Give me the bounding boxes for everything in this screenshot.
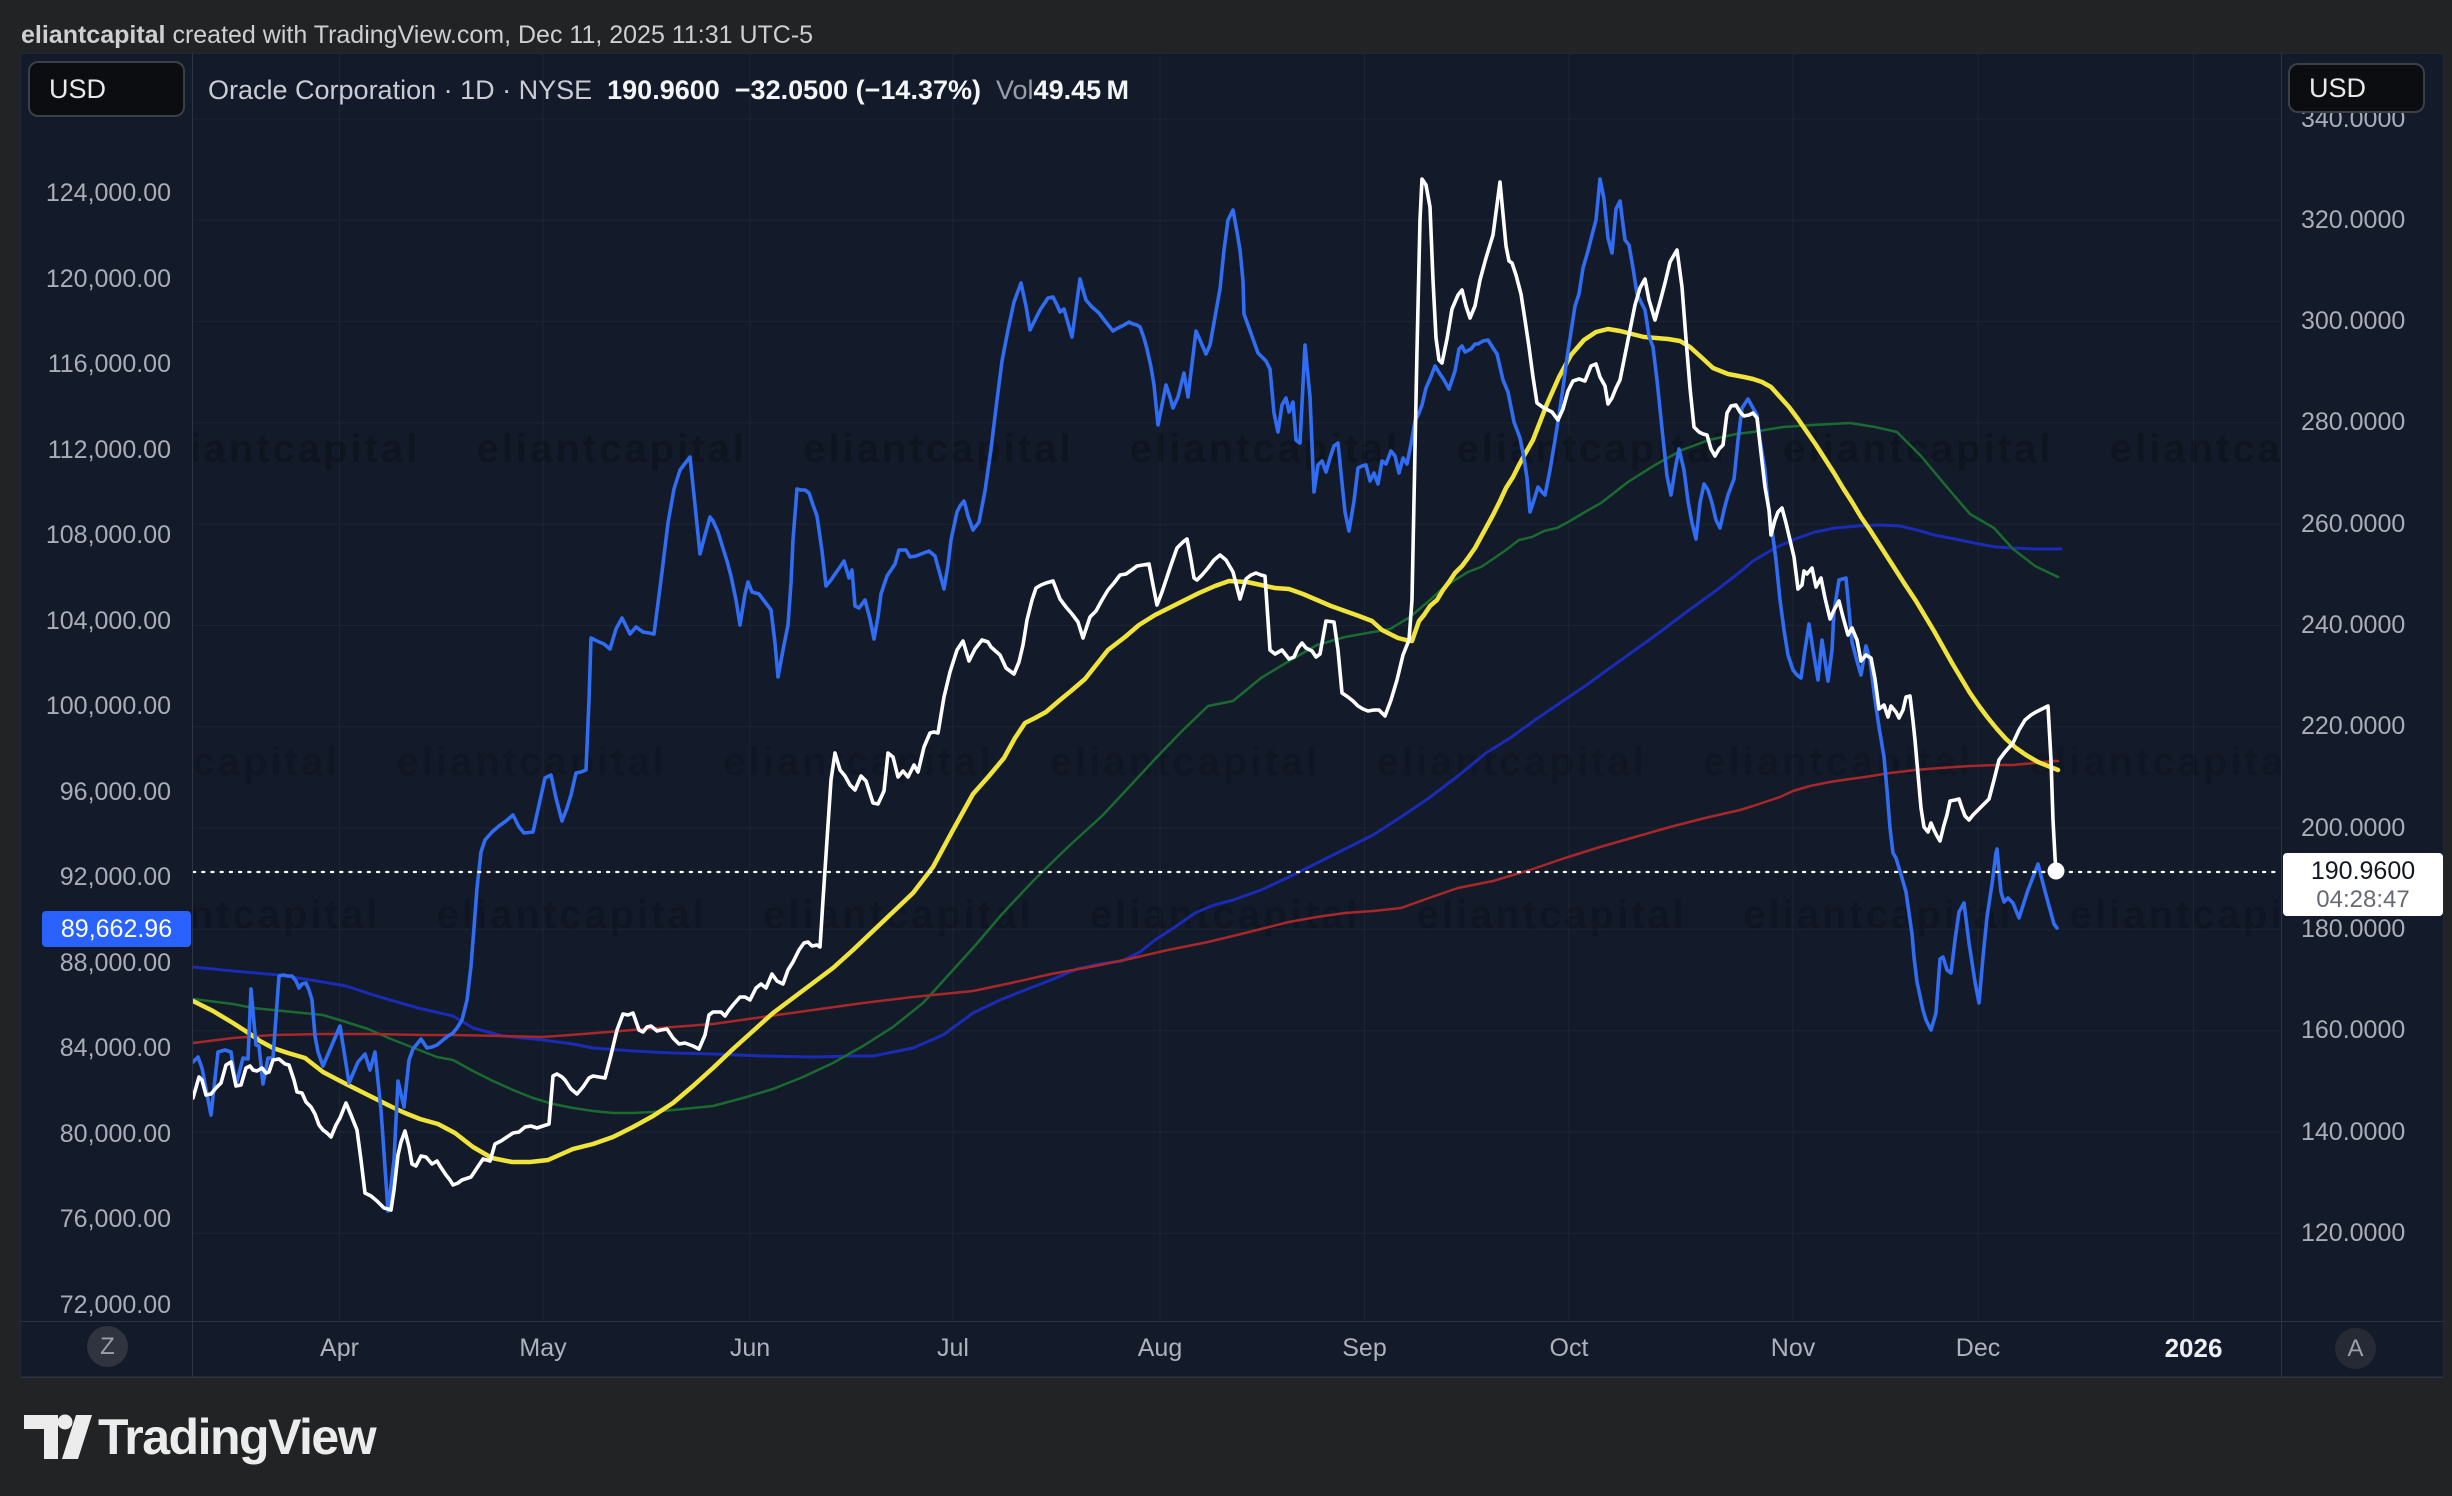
svg-text:TradingView: TradingView <box>98 1413 377 1465</box>
svg-text:eliantcapital eliantcapital: eliantcapital eliantcapital eliantcapita… <box>70 740 2452 784</box>
svg-text:eliantcapital eliantcapital: eliantcapital eliantcapital eliantcapita… <box>150 427 2452 471</box>
svg-text:eliantcapital eliantcapital: eliantcapital eliantcapital eliantcapita… <box>110 893 2452 937</box>
